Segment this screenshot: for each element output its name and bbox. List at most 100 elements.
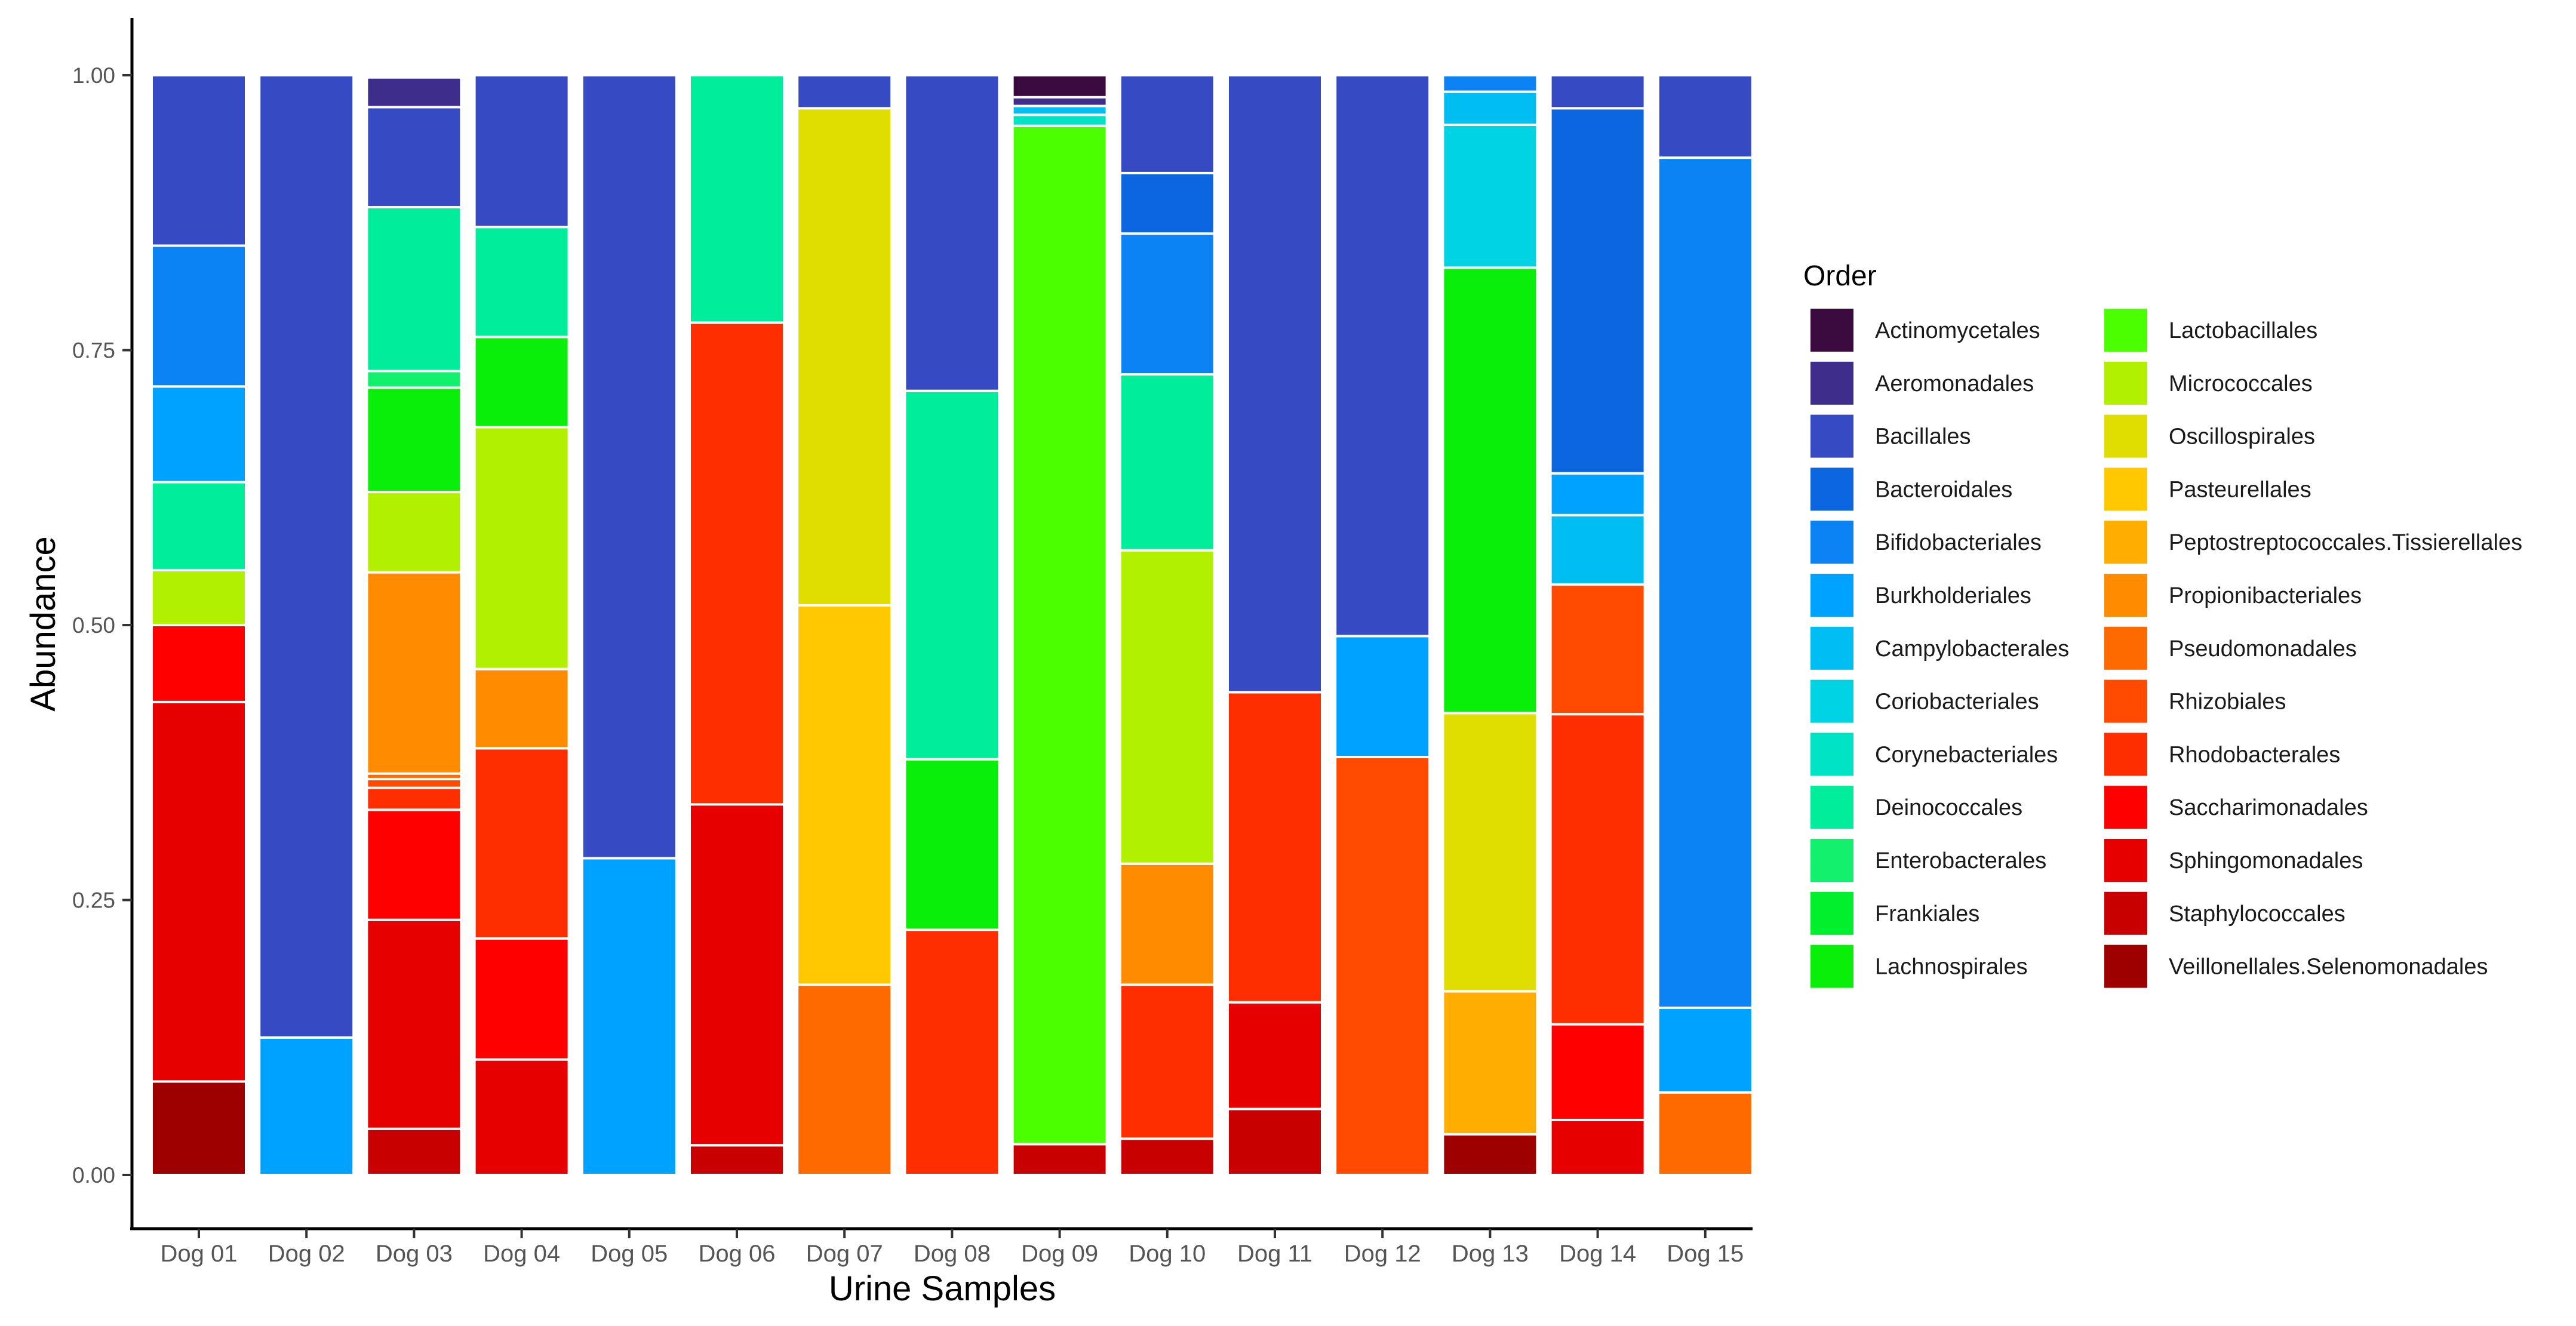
- segment-rhodobacterales: [365, 786, 463, 811]
- legend-item-aeromonadales: Aeromonadales: [1810, 361, 2034, 405]
- segment-bacillales: [580, 74, 678, 860]
- segment-micrococcales: [365, 491, 463, 574]
- segment-sphingomonadales: [150, 700, 247, 1083]
- legend-item-propionibacteriales: Propionibacteriales: [2104, 574, 2362, 617]
- legend-swatch: [2104, 679, 2147, 723]
- segment-bifidobacteriales: [1441, 74, 1539, 93]
- segment-bacillales: [365, 106, 463, 208]
- segment-peptostreptococcales-tissierellales: [1441, 990, 1539, 1136]
- legend-label: Aeromonadales: [1875, 371, 2034, 396]
- segment-sphingomonadales: [473, 1058, 570, 1176]
- segment-deinococcales: [150, 481, 247, 571]
- legend-item-saccharimonadales: Saccharimonadales: [2104, 786, 2368, 829]
- segment-burkholderiales: [258, 1036, 355, 1177]
- segment-bacteroidales: [1118, 171, 1216, 235]
- x-tick-label: Dog 13: [1452, 1241, 1529, 1267]
- segment-bacillales: [1118, 74, 1216, 174]
- legend-item-veillonellales-selenomonadales: Veillonellales.Selenomonadales: [2104, 944, 2488, 988]
- x-tick-label: Dog 06: [699, 1241, 776, 1267]
- segment-lactobacillales: [1011, 124, 1108, 1146]
- x-tick-label: Dog 11: [1237, 1241, 1312, 1267]
- legend-item-peptostreptococcales-tissierellales: Peptostreptococcales.Tissierellales: [2104, 521, 2522, 564]
- segment-coriobacteriales: [1441, 123, 1539, 269]
- legend-label: Enterobacterales: [1875, 848, 2046, 873]
- segment-bacillales: [258, 74, 355, 1039]
- x-tick-label: Dog 15: [1667, 1241, 1744, 1267]
- segment-sphingomonadales: [688, 803, 785, 1147]
- y-tick-label: 0.00: [72, 1163, 115, 1187]
- segment-lachnospirales: [473, 336, 570, 429]
- segment-saccharimonadales: [473, 937, 570, 1061]
- y-tick-label: 0.75: [72, 339, 115, 363]
- segment-micrococcales: [150, 568, 247, 627]
- segment-bacillales: [796, 74, 893, 110]
- legend-swatch: [2104, 309, 2147, 352]
- segment-bifidobacteriales: [150, 244, 247, 388]
- x-tick-label: Dog 04: [483, 1241, 560, 1267]
- segment-corynebacteriales: [1011, 113, 1108, 127]
- legend-item-oscillospirales: Oscillospirales: [2104, 414, 2315, 458]
- segment-lachnospirales: [903, 758, 1001, 931]
- legend-item-enterobacterales: Enterobacterales: [1810, 839, 2046, 882]
- segment-aeromonadales: [1011, 96, 1108, 107]
- segment-rhodobacterales: [1226, 691, 1323, 1004]
- legend-item-frankiales: Frankiales: [1810, 891, 1979, 935]
- legend-title: Order: [1803, 260, 1877, 292]
- legend-swatch: [2104, 521, 2147, 564]
- y-tick-label: 0.50: [72, 613, 115, 638]
- bar-dog-04: [473, 74, 570, 1176]
- legend-swatch: [1810, 521, 1853, 564]
- segment-propionibacteriales: [473, 667, 570, 750]
- bar-dog-08: [903, 74, 1001, 1176]
- legend-item-lactobacillales: Lactobacillales: [2104, 309, 2317, 352]
- bar-dog-09: [1011, 74, 1108, 1177]
- segment-pasteurellales: [796, 604, 893, 986]
- legend-swatch: [1810, 679, 1853, 723]
- x-ticks: Dog 01 Dog 02 Dog 03 Dog 04 Dog 05 Dog 06 Dog …: [161, 1229, 1744, 1267]
- segment-lachnospirales: [365, 386, 463, 494]
- segment-burkholderiales: [1334, 635, 1431, 759]
- legend-label: Pseudomonadales: [2169, 636, 2357, 662]
- legend-item-bacillales: Bacillales: [1810, 414, 1971, 458]
- segment-propionibacteriales: [1118, 862, 1216, 986]
- legend-label: Actinomycetales: [1875, 318, 2040, 343]
- bar-dog-10: [1118, 74, 1216, 1176]
- x-tick-label: Dog 08: [914, 1241, 991, 1267]
- segment-pseudomonadales: [1656, 1091, 1754, 1177]
- legend-swatch: [2104, 944, 2147, 988]
- legend-swatch: [1810, 414, 1853, 458]
- segment-staphylococcales: [365, 1127, 463, 1176]
- segment-bacillales: [903, 74, 1001, 392]
- y-tick-label: 0.25: [72, 888, 115, 913]
- segment-sphingomonadales: [365, 918, 463, 1130]
- segment-rhodobacterales: [903, 928, 1001, 1176]
- x-tick-label: Dog 05: [591, 1241, 668, 1267]
- segment-staphylococcales: [1118, 1137, 1216, 1176]
- segment-oscillospirales: [1441, 712, 1539, 993]
- legend-label: Deinococcales: [1875, 795, 2022, 820]
- legend-swatch: [2104, 891, 2147, 935]
- legend-swatch: [1810, 309, 1853, 352]
- legend-label: Lachnospirales: [1875, 955, 2028, 980]
- axes: [130, 18, 1753, 1230]
- segment-veillonellales-selenomonadales: [150, 1080, 247, 1177]
- legend-item-burkholderiales: Burkholderiales: [1810, 574, 2031, 617]
- legend-label: Oscillospirales: [2169, 424, 2315, 450]
- segment-rhodobacterales: [688, 321, 785, 806]
- segment-saccharimonadales: [1549, 1023, 1646, 1121]
- segment-oscillospirales: [796, 107, 893, 607]
- segment-aeromonadales: [365, 76, 463, 109]
- segment-lachnospirales: [1441, 266, 1539, 715]
- x-axis-title: Urine Samples: [829, 1269, 1056, 1308]
- x-tick-label: Dog 12: [1344, 1241, 1421, 1267]
- segment-sphingomonadales: [1549, 1118, 1646, 1177]
- segment-campylobacterales: [1441, 90, 1539, 126]
- segment-rhodobacterales: [473, 747, 570, 940]
- legend-item-micrococcales: Micrococcales: [2104, 361, 2313, 405]
- segment-actinomycetales: [1011, 74, 1108, 99]
- segment-staphylococcales: [1011, 1143, 1108, 1177]
- legend-swatch: [1810, 574, 1853, 617]
- legend-swatch: [2104, 574, 2147, 617]
- segment-burkholderiales: [150, 385, 247, 484]
